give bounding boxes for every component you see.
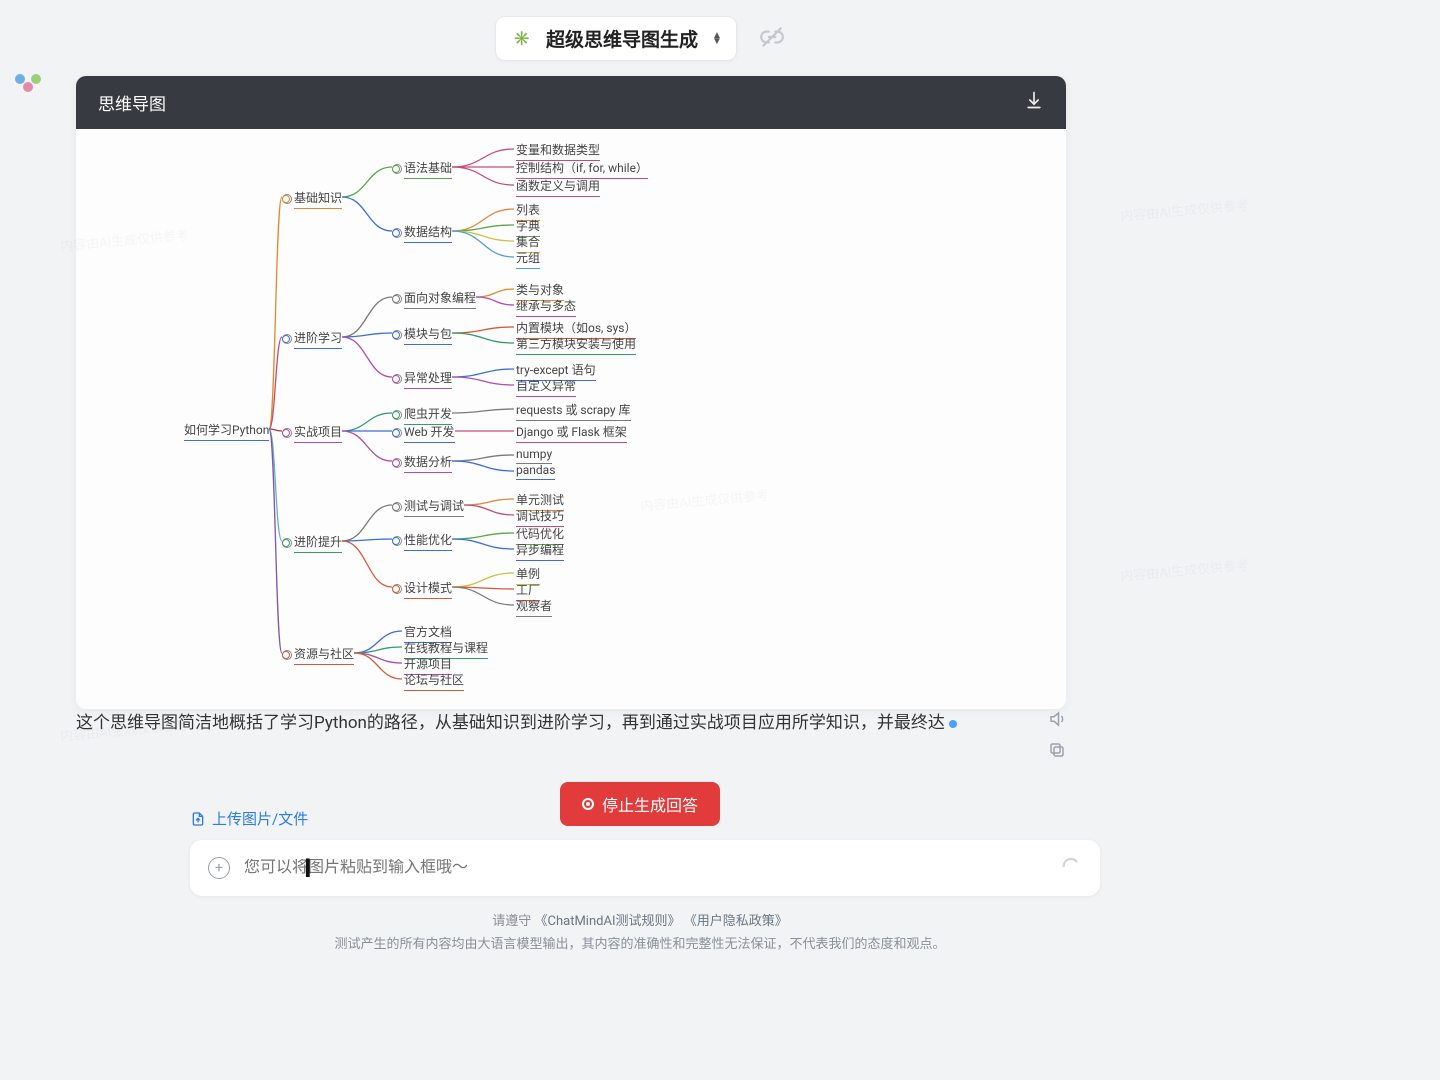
mindmap-node[interactable]: 面向对象编程 [404,289,476,309]
chevron-updown-icon: ▲▼ [712,33,722,45]
footer-link-rules[interactable]: 《ChatMindAI测试规则》 [535,914,681,929]
mindmap-node[interactable]: 测试与调试 [404,497,464,517]
send-icon[interactable] [1060,855,1082,882]
model-name: 超级思维导图生成 [546,25,698,52]
footer: 请遵守 《ChatMindAI测试规则》 《用户隐私政策》 测试产生的所有内容均… [0,910,1280,957]
mindmap-node[interactable]: Web 开发 [404,423,455,443]
assistant-avatar [10,64,48,102]
message-input[interactable] [244,859,1060,877]
mindmap-node[interactable]: 异步编程 [516,541,564,561]
mindmap-node[interactable]: 调试技巧 [516,507,564,527]
speaker-icon[interactable] [1048,710,1066,735]
mindmap-node[interactable]: 自定义异常 [516,377,576,397]
mindmap-node[interactable]: 函数定义与调用 [516,177,600,197]
footer-link-privacy[interactable]: 《用户隐私政策》 [684,914,788,929]
mindmap-node[interactable]: 继承与多态 [516,297,576,317]
download-icon[interactable] [1024,90,1044,115]
stop-icon [582,798,594,810]
mindmap-node[interactable]: 数据结构 [404,223,452,243]
mindmap-node[interactable]: 异常处理 [404,369,452,389]
mindmap-node[interactable]: 实战项目 [294,423,342,443]
mindmap-card: 思维导图 如何学习Python 基础知识进阶学习实战项目进阶提升资源与社区 语法基础… [76,76,1066,709]
upload-file-button[interactable]: 上传图片/文件 [190,808,308,829]
add-attachment-icon[interactable]: + [208,857,230,879]
upload-label: 上传图片/文件 [212,808,308,829]
mindmap-node[interactable]: pandas [516,463,555,480]
copy-icon[interactable] [1048,741,1066,766]
mindmap-node[interactable]: 进阶提升 [294,533,342,553]
mindmap-node[interactable]: 如何学习Python [184,421,269,441]
mindmap-node[interactable]: 元组 [516,249,540,269]
mindmap-node[interactable]: numpy [516,447,552,464]
footer-disclaimer: 测试产生的所有内容均由大语言模型输出，其内容的准确性和完整性无法保证，不代表我们… [0,933,1280,956]
card-header: 思维导图 [76,76,1066,129]
mindmap-node[interactable]: requests 或 scrapy 库 [516,401,631,421]
mindmap-node[interactable]: 资源与社区 [294,645,354,665]
mindmap-node[interactable]: 性能优化 [404,531,452,551]
stop-generation-button[interactable]: 停止生成回答 [560,782,720,826]
mindmap-node[interactable]: 模块与包 [404,325,452,345]
mindmap-node[interactable]: 控制结构（if, for, while） [516,159,648,179]
mindmap-node[interactable]: 数据分析 [404,453,452,473]
mindmap-node[interactable]: 变量和数据类型 [516,141,600,161]
model-icon: ✳️ [510,27,534,51]
mindmap-node[interactable]: 论坛与社区 [404,671,464,691]
card-title: 思维导图 [98,90,166,115]
stop-label: 停止生成回答 [602,792,698,816]
mindmap-node[interactable]: 语法基础 [404,159,452,179]
footer-pretext: 请遵守 [492,914,531,929]
mindmap-node[interactable]: Django 或 Flask 框架 [516,423,627,443]
mindmap-node[interactable]: 第三方模块安装与使用 [516,335,636,355]
watermark: 内容由AI生成仅供参考 [1119,554,1249,584]
mindmap-node[interactable]: 爬虫开发 [404,405,452,425]
mindmap-node[interactable]: 设计模式 [404,579,452,599]
mindmap-canvas[interactable]: 如何学习Python 基础知识进阶学习实战项目进阶提升资源与社区 语法基础数据结构面… [76,129,1066,709]
input-bar: + [190,840,1100,896]
response-content: 这个思维导图简洁地概括了学习Python的路径，从基础知识到进阶学习，再到通过实… [76,713,945,733]
response-text: 这个思维导图简洁地概括了学习Python的路径，从基础知识到进阶学习，再到通过实… [76,710,1066,766]
mindmap-node[interactable]: 进阶学习 [294,329,342,349]
watermark: 内容由AI生成仅供参考 [1119,194,1249,224]
streaming-dot-icon [949,720,957,728]
mindmap-node[interactable]: 基础知识 [294,189,342,209]
link-off-icon[interactable] [759,24,785,54]
model-selector[interactable]: ✳️ 超级思维导图生成 ▲▼ [495,16,737,61]
mindmap-node[interactable]: 观察者 [516,597,552,617]
